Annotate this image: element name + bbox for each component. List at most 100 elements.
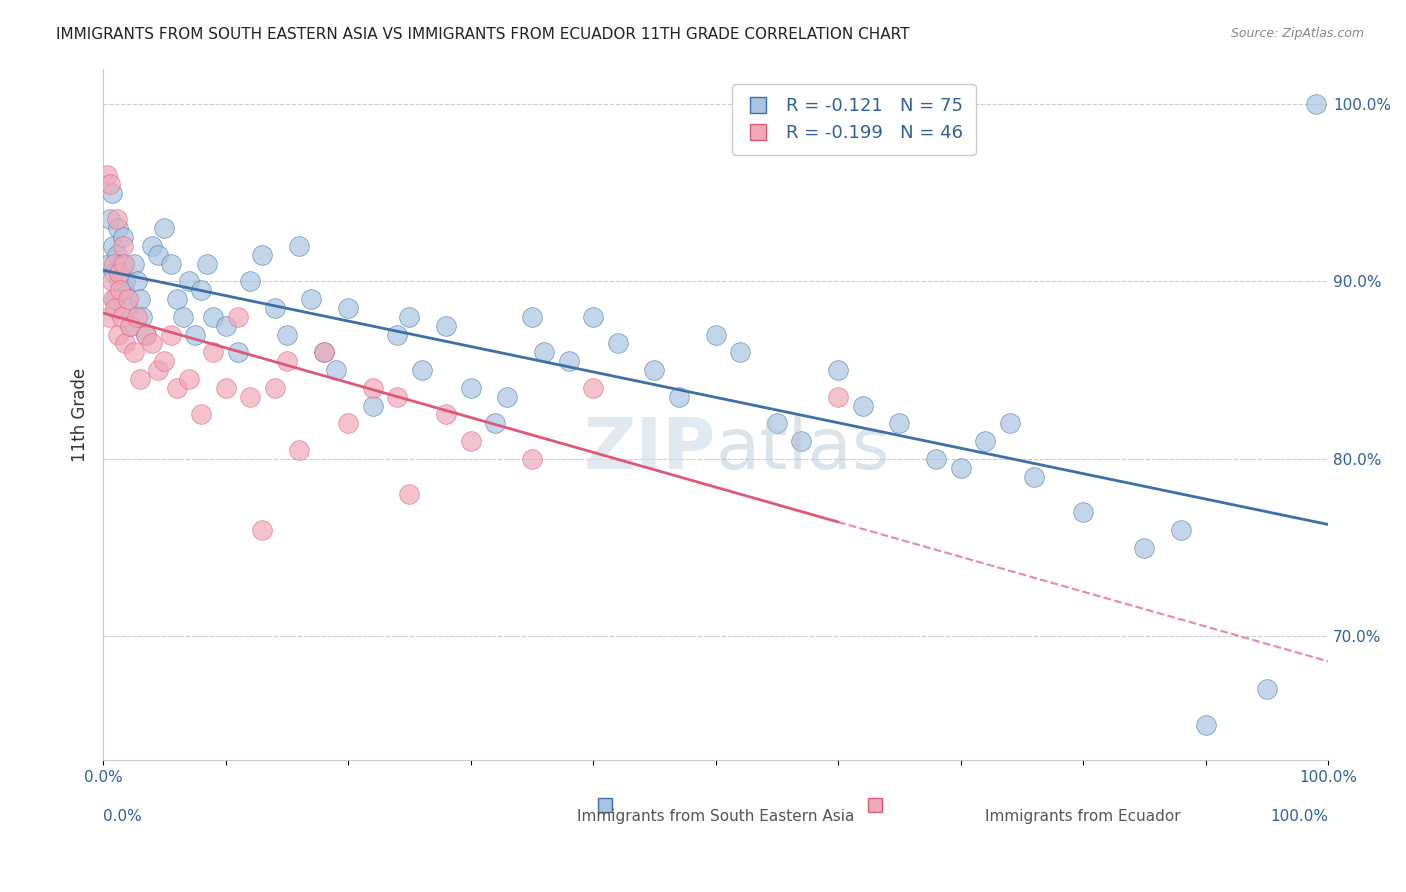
Point [226,345,249,359]
Point [122,257,145,271]
Point [974,434,997,448]
Point [100,177,122,191]
Point [337,301,360,315]
Point [484,417,506,431]
Point [120,318,142,333]
Point [111,230,134,244]
Point [226,310,249,324]
Point [159,327,181,342]
Point [434,318,457,333]
Point [190,408,212,422]
Point [153,354,176,368]
Point [533,345,555,359]
Point [100,186,122,200]
Point [263,301,285,315]
Point [107,221,129,235]
Point [239,390,262,404]
Point [101,239,124,253]
Point [704,327,727,342]
Point [101,292,124,306]
Text: 0.0%: 0.0% [103,809,142,824]
Point [790,434,813,448]
Point [827,390,849,404]
Point [288,239,311,253]
Point [195,257,218,271]
Point [177,372,200,386]
Point [141,336,163,351]
Point [104,292,127,306]
Point [96,168,118,182]
Point [214,381,236,395]
Point [103,257,125,271]
Point [120,318,142,333]
Point [312,345,335,359]
Point [606,336,628,351]
Point [135,327,157,342]
Point [114,336,136,351]
Point [385,327,408,342]
Point [135,327,157,342]
Point [110,310,132,324]
Point [385,390,408,404]
Point [117,292,139,306]
Point [100,212,122,227]
Point [131,310,153,324]
Point [325,363,347,377]
Point [1170,523,1192,537]
Text: 100.0%: 100.0% [1270,809,1329,824]
Point [337,417,360,431]
Point [100,274,122,288]
Point [276,354,298,368]
Point [202,345,225,359]
Point [148,248,170,262]
Point [114,274,136,288]
Point [153,221,176,235]
Point [557,354,579,368]
Point [108,266,131,280]
Point [276,327,298,342]
Point [728,345,751,359]
Point [252,523,274,537]
Point [398,310,420,324]
Point [128,372,150,386]
Point [460,434,482,448]
Point [1133,541,1156,555]
Point [668,390,690,404]
Point [159,257,181,271]
Point [1194,718,1216,732]
Point [1071,505,1094,519]
Point [98,310,121,324]
Point [361,399,384,413]
Point [105,248,128,262]
Point [643,363,665,377]
Point [1256,682,1278,697]
Point [582,310,605,324]
Point [202,310,225,324]
Point [172,310,194,324]
Point [1305,97,1327,112]
Point [925,451,948,466]
Point [128,292,150,306]
Point [582,381,605,395]
Point [112,283,135,297]
Point [263,381,285,395]
Point [398,487,420,501]
Point [127,274,149,288]
Point [299,292,322,306]
Point [141,239,163,253]
Point [852,399,875,413]
Point [361,381,384,395]
Text: Immigrants from Ecuador: Immigrants from Ecuador [986,809,1181,824]
Point [110,257,132,271]
Point [184,327,207,342]
Point [288,442,311,457]
Text: IMMIGRANTS FROM SOUTH EASTERN ASIA VS IMMIGRANTS FROM ECUADOR 11TH GRADE CORRELA: IMMIGRANTS FROM SOUTH EASTERN ASIA VS IM… [56,27,910,42]
Point [103,266,125,280]
Point [148,363,170,377]
Point [434,408,457,422]
Point [98,257,121,271]
Point [110,283,132,297]
Point [112,257,135,271]
Point [312,345,335,359]
Point [889,417,911,431]
